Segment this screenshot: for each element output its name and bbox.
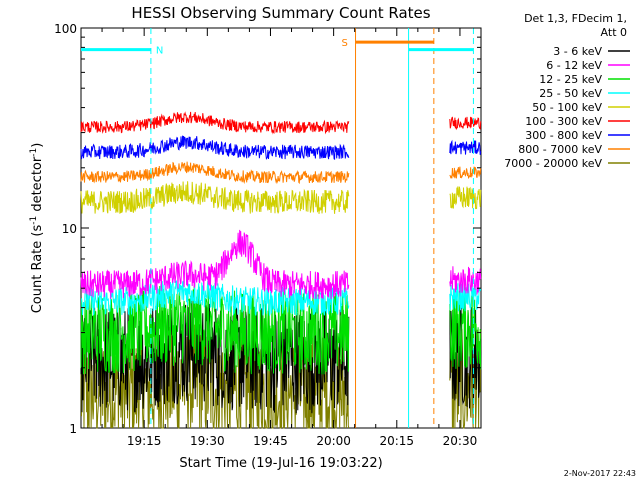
series-trace-8-seg-1 (80, 161, 350, 185)
legend-entry-label-3: 12 - 25 keV (539, 73, 602, 86)
series-trace-6-seg-1 (80, 111, 350, 135)
series-trace-2-seg-1 (80, 229, 350, 300)
series-trace-7-seg-1 (80, 135, 350, 160)
series-trace-1-seg-2 (449, 305, 482, 409)
x-tick-label: 19:45 (253, 434, 288, 448)
x-tick-label: 19:30 (190, 434, 225, 448)
series-trace-5-seg-1 (80, 181, 350, 214)
y-tick-label: 100 (54, 22, 77, 36)
series-trace-4-seg-2 (449, 281, 482, 312)
legend-entry-label-2: 6 - 12 keV (546, 59, 602, 72)
legend-entry-label-6: 100 - 300 keV (525, 115, 602, 128)
legend-entry-label-5: 50 - 100 keV (532, 101, 602, 114)
flag-label-n: N (156, 46, 163, 57)
plot-content: NS (80, 28, 482, 429)
chart-title: HESSI Observing Summary Count Rates (131, 4, 430, 22)
axis-ticks: 19:15 19:30 19:45 20:00 20:15 20:30 1 10 100 (54, 22, 481, 448)
legend-entry-label-4: 25 - 50 keV (539, 87, 602, 100)
y-tick-label: 10 (62, 222, 77, 236)
series-trace-7-seg-2 (449, 139, 482, 155)
x-tick-label: 20:30 (443, 434, 478, 448)
legend-header-line-1: Det 1,3, FDecim 1, (524, 12, 627, 25)
legend-header-line-2: Att 0 (601, 26, 627, 39)
y-axis-label: Count Rate (s-1 detector-1) (29, 143, 45, 314)
series-trace-6-seg-2 (449, 116, 482, 131)
y-tick-label: 1 (69, 422, 77, 436)
legend-entry-label-9: 7000 - 20000 keV (504, 157, 602, 170)
x-tick-label: 20:15 (379, 434, 414, 448)
footer-date: 2-Nov-2017 22:43 (564, 469, 636, 478)
series-trace-8-seg-2 (449, 166, 482, 180)
x-tick-label: 19:15 (127, 434, 162, 448)
legend-entry-label-1: 3 - 6 keV (553, 45, 602, 58)
series-trace-5-seg-2 (449, 186, 482, 210)
x-tick-label: 20:00 (316, 434, 351, 448)
flag-label-s: S (342, 38, 348, 49)
series-trace-3-seg-1 (80, 281, 350, 375)
x-axis-label: Start Time (19-Jul-16 19:03:22) (179, 456, 382, 471)
legend-entry-label-8: 800 - 7000 keV (518, 143, 602, 156)
series-trace-2-seg-2 (449, 266, 482, 295)
legend-entry-label-7: 300 - 800 keV (525, 129, 602, 142)
